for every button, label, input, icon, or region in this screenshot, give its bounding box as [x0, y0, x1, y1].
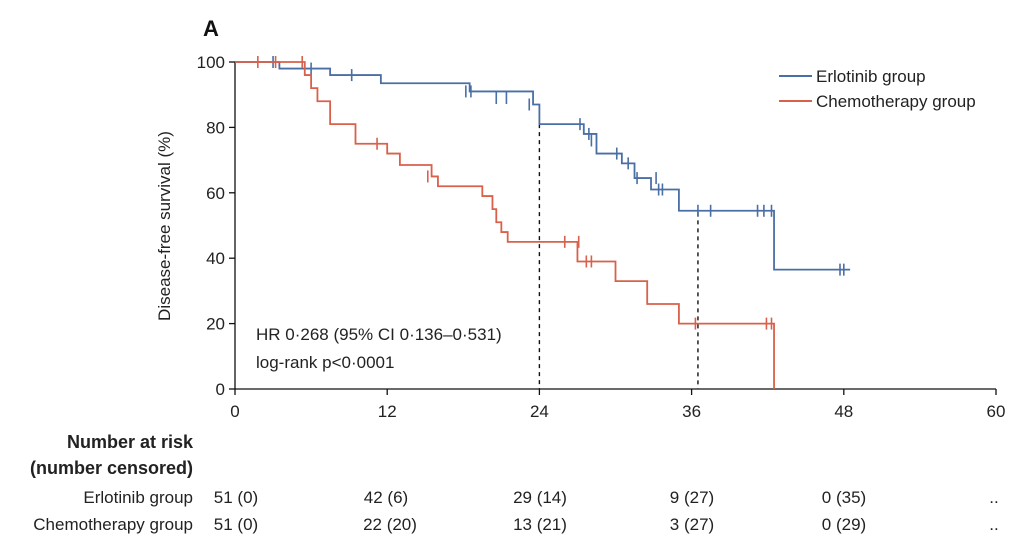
risk-table-title: Number at risk: [66, 432, 193, 452]
panel-label: A: [203, 16, 219, 41]
y-tick-label: 0: [216, 380, 225, 399]
risk-cell-chemotherapy-60: ..: [989, 515, 999, 534]
risk-cell-chemotherapy-48: 0 (29): [821, 515, 867, 534]
legend: Erlotinib group Chemotherapy group: [779, 67, 976, 111]
y-tick-label: 20: [206, 315, 225, 334]
hr-annotation: HR 0·268 (95% CI 0·136–0·531): [256, 325, 502, 344]
x-tick-label: 36: [682, 402, 701, 420]
axes: 0 12 24 36 48 60 0 20 40 60 80 100: [197, 53, 1006, 420]
x-tick-label: 60: [987, 402, 1006, 420]
risk-table-subtitle: (number censored): [29, 458, 193, 478]
risk-cell-erlotinib-24: 29 (14): [513, 488, 567, 507]
y-tick-label: 80: [206, 118, 225, 137]
median-lines: [538, 124, 699, 389]
risk-cell-erlotinib-12: 42 (6): [363, 488, 409, 507]
x-tick-label: 24: [530, 402, 549, 420]
survival-chart: A Disease-free survival (%) 0 12 24 36 48 600…: [155, 16, 1006, 420]
risk-row-label-erlotinib: Erlotinib group: [83, 488, 193, 507]
risk-cell-erlotinib-36: 9 (27): [669, 488, 715, 507]
y-axis-label: Disease-free survival (%): [155, 131, 174, 321]
y-tick-label: 40: [206, 249, 225, 268]
y-tick-label: 60: [206, 184, 225, 203]
survival-curve-chemotherapy: [235, 61, 775, 389]
risk-cell-erlotinib-60: ..: [989, 488, 999, 507]
risk-cell-chemotherapy-24: 13 (21): [513, 515, 567, 534]
risk-cell-chemotherapy-12: 22 (20): [363, 515, 417, 534]
risk-cell-erlotinib-48: 0 (35): [821, 488, 867, 507]
legend-label-chemotherapy: Chemotherapy group: [816, 92, 976, 111]
risk-cell-erlotinib-0: 51 (0): [213, 488, 259, 507]
risk-cell-chemotherapy-0: 51 (0): [213, 515, 259, 534]
survival-curve-erlotinib: [235, 61, 851, 271]
risk-row-label-chemotherapy: Chemotherapy group: [33, 515, 193, 534]
y-tick-label: 100: [197, 53, 225, 72]
risk-cell-chemotherapy-36: 3 (27): [669, 515, 715, 534]
risk-table: Number at risk (number censored) Erlotin…: [0, 430, 1014, 550]
x-tick-label: 48: [834, 402, 853, 420]
x-tick-label: 12: [378, 402, 397, 420]
logrank-annotation: log-rank p<0·0001: [256, 353, 394, 372]
legend-label-erlotinib: Erlotinib group: [816, 67, 926, 86]
series-layer: [235, 56, 851, 389]
x-tick-label: 0: [230, 402, 239, 420]
